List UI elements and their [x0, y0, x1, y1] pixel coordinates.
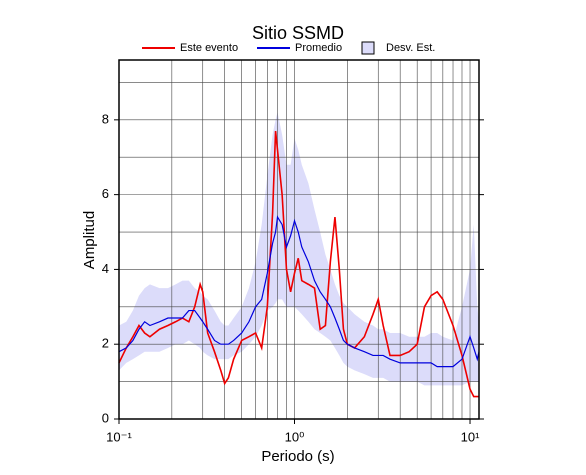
x-tick-label: 10⁻¹ — [106, 429, 132, 444]
y-tick-label: 6 — [102, 186, 109, 201]
legend-label: Desv. Est. — [386, 42, 435, 54]
y-tick-label: 2 — [102, 336, 109, 351]
y-axis-label: Amplitud — [81, 211, 98, 269]
std-band — [119, 112, 479, 386]
legend-label: Promedio — [295, 42, 342, 54]
y-tick-label: 8 — [102, 111, 109, 126]
plot-frame — [118, 59, 480, 420]
x-axis-label: Periodo (s) — [261, 448, 334, 465]
legend-label: Este evento — [180, 42, 238, 54]
line — [118, 215, 480, 368]
line — [118, 130, 479, 398]
chart-title: Sitio SSMD — [252, 23, 344, 43]
y-tick-label: 0 — [102, 410, 109, 425]
x-tick-label: 10⁰ — [285, 429, 305, 444]
y-tick-label: 4 — [102, 261, 109, 276]
x-tick-label: 10¹ — [461, 429, 480, 444]
legend-swatch — [361, 41, 375, 55]
